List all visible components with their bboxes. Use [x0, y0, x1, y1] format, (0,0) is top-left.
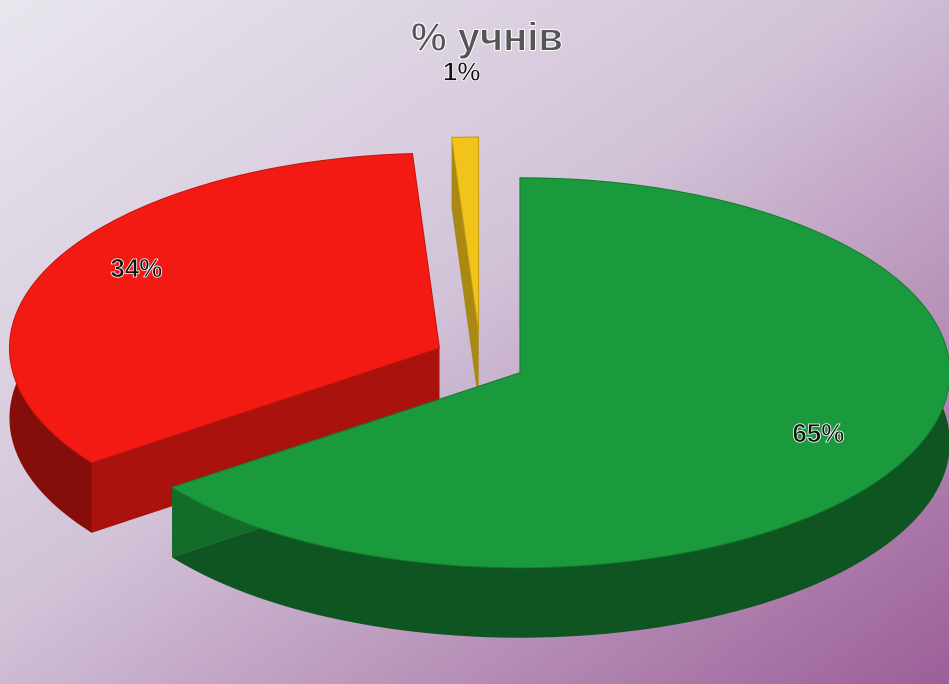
data-label: 1%: [443, 56, 481, 86]
data-label: 34%: [110, 253, 162, 283]
chart-title: % учнів: [411, 16, 563, 60]
data-label: 65%: [792, 418, 844, 448]
slice-top: [451, 136, 480, 333]
slice-wall: [451, 137, 479, 403]
slice-top: [8, 152, 441, 464]
slice-top: [170, 177, 949, 569]
slice: [170, 177, 949, 638]
slice: [451, 136, 480, 403]
